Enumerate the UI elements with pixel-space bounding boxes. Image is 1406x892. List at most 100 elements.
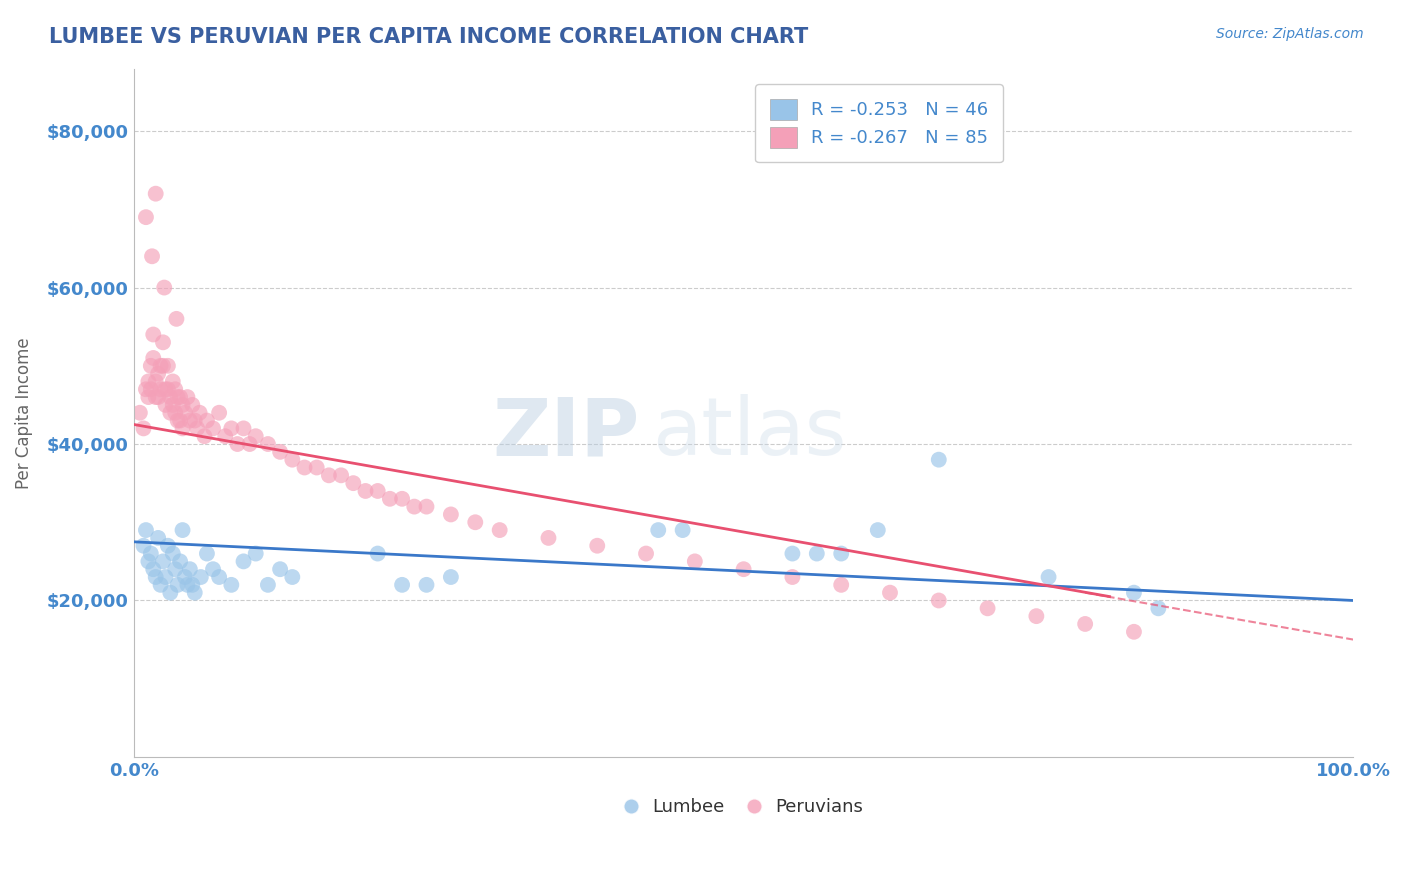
Point (149, 382, 172, 396)
Point (179, 413, 201, 427)
Point (179, 562, 201, 576)
Point (1025, 609, 1047, 624)
Point (138, 390, 160, 404)
Point (440, 508, 463, 522)
Point (202, 421, 225, 435)
Point (269, 445, 291, 459)
Point (181, 578, 204, 592)
Point (647, 523, 669, 537)
Point (391, 578, 413, 592)
Point (172, 421, 194, 435)
Point (415, 578, 437, 592)
Point (782, 570, 804, 584)
Point (165, 406, 187, 420)
Point (166, 413, 188, 427)
Point (166, 578, 188, 592)
Point (391, 491, 413, 506)
Point (830, 578, 852, 592)
Point (342, 476, 364, 491)
Point (879, 585, 901, 599)
Point (1123, 585, 1146, 599)
Point (152, 554, 174, 568)
Point (135, 382, 157, 396)
Point (132, 539, 155, 553)
Point (169, 413, 191, 427)
Point (221, 421, 243, 435)
Point (184, 585, 207, 599)
Point (318, 468, 340, 483)
Point (976, 601, 998, 615)
Point (155, 398, 177, 412)
Point (146, 390, 169, 404)
Point (169, 554, 191, 568)
Point (221, 578, 243, 592)
Point (145, 390, 167, 404)
Point (378, 491, 401, 506)
Point (155, 570, 177, 584)
Point (162, 398, 184, 412)
Point (830, 547, 852, 561)
Point (190, 570, 212, 584)
Point (141, 249, 163, 263)
Text: LUMBEE VS PERUVIAN PER CAPITA INCOME CORRELATION CHART: LUMBEE VS PERUVIAN PER CAPITA INCOME COR… (49, 27, 808, 46)
Point (1147, 601, 1170, 615)
Point (294, 460, 316, 475)
Point (464, 515, 486, 529)
Point (269, 562, 291, 576)
Point (159, 585, 181, 599)
Point (1123, 624, 1146, 639)
Point (156, 382, 179, 396)
Point (135, 210, 157, 224)
Point (488, 523, 510, 537)
Point (145, 375, 167, 389)
Point (128, 406, 150, 420)
Point (165, 311, 187, 326)
Point (586, 539, 609, 553)
Point (245, 429, 267, 443)
Point (155, 382, 177, 396)
Point (281, 452, 304, 467)
Point (138, 554, 160, 568)
Point (149, 359, 172, 373)
Text: atlas: atlas (652, 394, 846, 473)
Point (195, 547, 218, 561)
Y-axis label: Per Capita Income: Per Capita Income (15, 337, 32, 489)
Point (367, 547, 389, 561)
Point (169, 390, 191, 404)
Point (145, 570, 167, 584)
Text: ZIP: ZIP (492, 394, 640, 473)
Point (245, 547, 267, 561)
Point (138, 375, 160, 389)
Point (866, 523, 889, 537)
Point (176, 578, 198, 592)
Point (139, 359, 162, 373)
Point (1038, 570, 1060, 584)
Point (281, 570, 304, 584)
Point (202, 562, 225, 576)
Point (683, 554, 706, 568)
Point (330, 468, 353, 483)
Point (159, 406, 181, 420)
Point (166, 390, 188, 404)
Point (152, 359, 174, 373)
Point (782, 547, 804, 561)
Point (232, 554, 254, 568)
Point (139, 547, 162, 561)
Point (181, 398, 204, 412)
Point (142, 351, 165, 365)
Point (193, 429, 215, 443)
Point (672, 523, 695, 537)
Point (195, 413, 218, 427)
Point (257, 437, 280, 451)
Point (354, 483, 377, 498)
Point (176, 390, 198, 404)
Point (928, 452, 950, 467)
Point (142, 562, 165, 576)
Point (172, 398, 194, 412)
Point (305, 460, 328, 475)
Text: Source: ZipAtlas.com: Source: ZipAtlas.com (1216, 27, 1364, 41)
Point (634, 547, 657, 561)
Point (153, 280, 176, 294)
Point (404, 500, 426, 514)
Point (208, 570, 231, 584)
